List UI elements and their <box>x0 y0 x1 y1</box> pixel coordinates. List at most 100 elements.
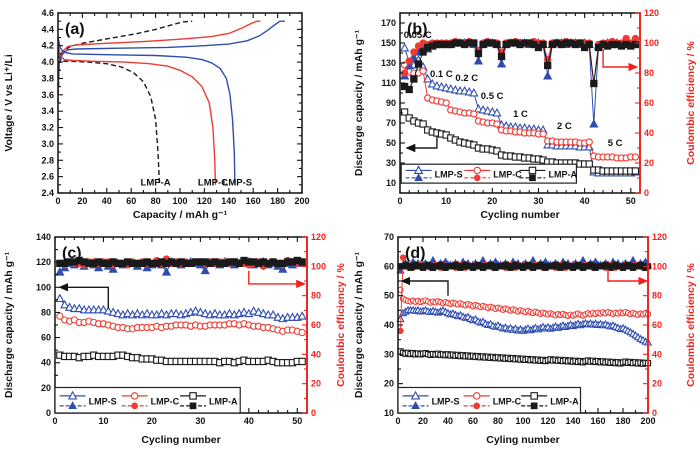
svg-text:50: 50 <box>384 291 394 301</box>
svg-text:4.6: 4.6 <box>41 8 54 18</box>
svg-text:40: 40 <box>41 358 51 368</box>
svg-text:10: 10 <box>98 416 108 426</box>
svg-text:0: 0 <box>652 408 657 418</box>
svg-text:50: 50 <box>292 416 302 426</box>
svg-text:60: 60 <box>644 98 654 108</box>
svg-text:100: 100 <box>311 261 326 271</box>
svg-text:0: 0 <box>397 196 402 206</box>
svg-text:80: 80 <box>311 291 321 301</box>
svg-text:4.0: 4.0 <box>41 57 54 67</box>
svg-text:LMP-S: LMP-S <box>432 397 460 407</box>
svg-text:2 C: 2 C <box>557 121 572 132</box>
svg-text:20: 20 <box>652 379 662 389</box>
svg-text:10: 10 <box>384 408 394 418</box>
svg-text:Coulombic efficiency / %: Coulombic efficiency / % <box>335 262 347 386</box>
svg-text:LMP-S: LMP-S <box>435 170 463 180</box>
svg-text:20: 20 <box>644 158 654 168</box>
svg-text:160: 160 <box>590 416 605 426</box>
svg-text:20: 20 <box>311 379 321 389</box>
svg-text:LMP-C: LMP-C <box>151 397 180 407</box>
svg-text:20: 20 <box>77 196 87 206</box>
svg-text:Cyling number: Cyling number <box>486 434 560 446</box>
svg-text:LMP-A: LMP-A <box>209 397 238 407</box>
svg-text:90: 90 <box>386 98 396 108</box>
svg-text:Capacity / mAh g⁻¹: Capacity / mAh g⁻¹ <box>133 209 228 221</box>
svg-text:40: 40 <box>384 320 394 330</box>
svg-text:50: 50 <box>386 138 396 148</box>
svg-text:LMP-S: LMP-S <box>223 178 253 189</box>
svg-text:40: 40 <box>102 196 112 206</box>
svg-text:170: 170 <box>381 18 396 28</box>
svg-text:40: 40 <box>644 128 654 138</box>
svg-text:Cycling number: Cycling number <box>141 434 220 446</box>
svg-text:140: 140 <box>221 196 236 206</box>
svg-text:180: 180 <box>615 416 630 426</box>
svg-text:0: 0 <box>55 196 60 206</box>
svg-text:1 C: 1 C <box>513 109 528 120</box>
svg-text:60: 60 <box>126 196 136 206</box>
svg-text:10: 10 <box>441 196 451 206</box>
svg-text:130: 130 <box>381 58 396 68</box>
svg-text:100: 100 <box>644 38 659 48</box>
svg-text:80: 80 <box>151 196 161 206</box>
svg-text:0: 0 <box>46 408 51 418</box>
svg-text:0: 0 <box>395 416 400 426</box>
svg-text:Cycling number: Cycling number <box>480 209 559 221</box>
svg-text:60: 60 <box>652 320 662 330</box>
svg-text:3.2: 3.2 <box>41 123 54 133</box>
svg-text:Voltage / V vs Li⁺/Li: Voltage / V vs Li⁺/Li <box>3 54 15 152</box>
svg-text:0.1 C: 0.1 C <box>430 69 453 80</box>
svg-text:3.4: 3.4 <box>41 106 54 116</box>
svg-text:120: 120 <box>311 232 326 242</box>
svg-text:Discharge capacity / mAh g⁻¹: Discharge capacity / mAh g⁻¹ <box>353 251 365 398</box>
svg-text:4.4: 4.4 <box>41 24 54 34</box>
svg-text:0.05 C: 0.05 C <box>404 30 432 41</box>
svg-text:(d): (d) <box>405 245 425 262</box>
svg-text:80: 80 <box>644 68 654 78</box>
svg-text:100: 100 <box>36 282 51 292</box>
svg-text:20: 20 <box>147 416 157 426</box>
svg-text:120: 120 <box>652 232 667 242</box>
svg-text:100: 100 <box>515 416 530 426</box>
svg-text:0: 0 <box>644 188 649 198</box>
svg-text:Discharge capacity / mAh g⁻¹: Discharge capacity / mAh g⁻¹ <box>353 29 365 176</box>
svg-text:LMP-A: LMP-A <box>141 178 171 189</box>
svg-text:0: 0 <box>52 416 57 426</box>
svg-text:2.6: 2.6 <box>41 172 54 182</box>
svg-text:3.8: 3.8 <box>41 73 54 83</box>
svg-text:Coulombic efficiency / %: Coulombic efficiency / % <box>685 262 697 386</box>
svg-text:5 C: 5 C <box>608 138 623 149</box>
svg-text:50: 50 <box>626 196 636 206</box>
svg-text:0: 0 <box>311 408 316 418</box>
svg-text:LMP-C: LMP-C <box>493 397 522 407</box>
svg-text:80: 80 <box>493 416 503 426</box>
svg-text:(c): (c) <box>62 245 82 262</box>
svg-text:2.4: 2.4 <box>41 188 54 198</box>
svg-text:40: 40 <box>580 196 590 206</box>
svg-text:60: 60 <box>468 416 478 426</box>
svg-text:LMP-C: LMP-C <box>493 170 522 180</box>
svg-text:100: 100 <box>652 261 667 271</box>
svg-text:20: 20 <box>487 196 497 206</box>
svg-text:30: 30 <box>384 349 394 359</box>
svg-text:200: 200 <box>294 196 309 206</box>
svg-text:10: 10 <box>386 178 396 188</box>
svg-text:70: 70 <box>386 118 396 128</box>
svg-text:180: 180 <box>270 196 285 206</box>
svg-text:80: 80 <box>41 307 51 317</box>
svg-text:LMP-S: LMP-S <box>89 397 117 407</box>
svg-text:100: 100 <box>172 196 187 206</box>
svg-text:110: 110 <box>381 78 396 88</box>
svg-text:3.6: 3.6 <box>41 90 54 100</box>
svg-text:40: 40 <box>311 349 321 359</box>
svg-text:2.8: 2.8 <box>41 155 54 165</box>
svg-text:80: 80 <box>652 291 662 301</box>
